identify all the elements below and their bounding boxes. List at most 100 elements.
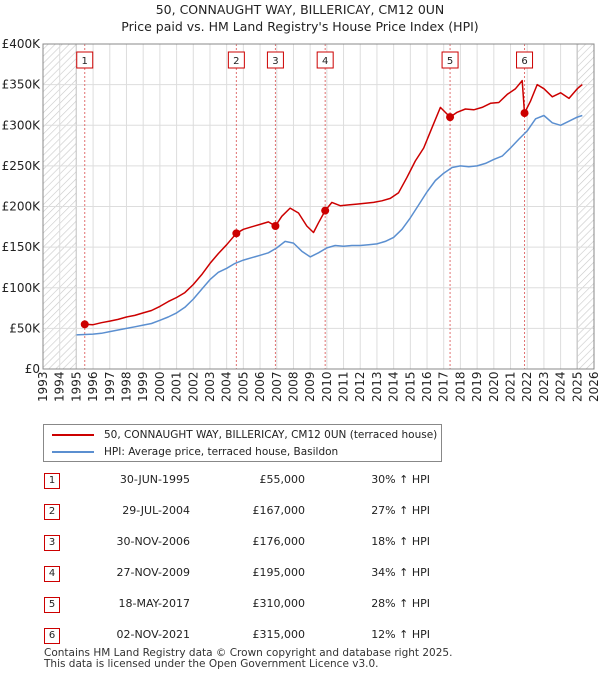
legend-label-property: 50, CONNAUGHT WAY, BILLERICAY, CM12 0UN …: [104, 429, 438, 441]
sale-number: 5: [44, 597, 60, 613]
x-tick-label: 1999: [136, 371, 150, 402]
x-tick-label: 2013: [370, 371, 384, 402]
sale-point: [232, 229, 241, 238]
x-tick-label: 2001: [170, 371, 184, 402]
sale-point: [80, 320, 89, 329]
sale-marker-label: 5: [447, 56, 453, 67]
sale-row: 1 30-JUN-1995 £55,000 30% ↑ HPI: [40, 470, 460, 490]
x-tick-label: 2005: [236, 371, 250, 402]
x-tick-label: 2004: [220, 371, 234, 402]
sale-number: 1: [44, 473, 60, 489]
x-tick-label: 2024: [554, 371, 568, 402]
sale-price: £310,000: [252, 597, 306, 610]
y-tick-label: £300K: [2, 118, 42, 132]
y-tick-label: £350K: [2, 78, 42, 92]
sale-marker-box: [441, 51, 459, 69]
sale-marker-box: [316, 51, 334, 69]
sale-point: [446, 113, 455, 122]
sale-date: 30-NOV-2006: [116, 535, 190, 548]
x-tick-label: 2012: [353, 371, 367, 402]
sale-date: 29-JUL-2004: [122, 504, 190, 517]
y-tick-label: £200K: [2, 200, 42, 214]
sale-marker-box: [76, 51, 94, 69]
legend-entry-hpi: HPI: Average price, terraced house, Basi…: [52, 444, 338, 460]
x-tick-label: 1995: [69, 371, 83, 402]
sale-hpi-diff: 12% ↑ HPI: [371, 628, 430, 641]
x-tick-label: 2025: [570, 371, 584, 402]
x-tick-label: 2015: [403, 371, 417, 402]
sale-marker-box: [516, 51, 534, 69]
x-tick-label: 2023: [537, 371, 551, 402]
legend-entry-property: 50, CONNAUGHT WAY, BILLERICAY, CM12 0UN …: [52, 427, 437, 443]
x-tick-label: 2002: [186, 371, 200, 402]
sale-point: [271, 222, 280, 230]
sale-marker-label: 6: [521, 56, 527, 67]
x-tick-label: 2019: [470, 371, 484, 402]
sale-date: 18-MAY-2017: [118, 597, 190, 610]
sale-date: 02-NOV-2021: [116, 628, 190, 641]
x-tick-label: 1993: [36, 371, 50, 402]
x-tick-label: 1996: [86, 371, 100, 402]
sale-price: £55,000: [259, 473, 306, 486]
sale-marker-box: [266, 51, 284, 69]
footer-licence: This data is licensed under the Open Gov…: [44, 658, 379, 670]
price-paid-line: [84, 79, 583, 326]
plot-frame: [42, 43, 595, 370]
sale-row: 6 02-NOV-2021 £315,000 12% ↑ HPI: [40, 625, 460, 645]
sale-marker-label: 1: [82, 56, 88, 67]
sale-number: 2: [44, 504, 60, 520]
x-tick-label: 2018: [453, 371, 467, 402]
sale-date: 27-NOV-2009: [116, 566, 190, 579]
x-tick-label: 2011: [337, 371, 351, 402]
x-tick-label: 2026: [587, 371, 600, 402]
sale-hpi-diff: 30% ↑ HPI: [371, 473, 430, 486]
sale-number: 3: [44, 535, 60, 551]
sale-hpi-diff: 18% ↑ HPI: [371, 535, 430, 548]
x-tick-label: 1998: [119, 371, 133, 402]
chart-legend: 50, CONNAUGHT WAY, BILLERICAY, CM12 0UN …: [43, 424, 442, 462]
sale-marker-label: 2: [233, 56, 239, 67]
sale-point: [321, 206, 330, 215]
legend-label-hpi: HPI: Average price, terraced house, Basi…: [104, 446, 339, 458]
hpi-line: [76, 114, 583, 336]
footer-copyright: Contains HM Land Registry data © Crown c…: [44, 647, 453, 659]
x-tick-label: 2003: [203, 371, 217, 402]
y-tick-label: £150K: [2, 240, 42, 254]
sale-hpi-diff: 27% ↑ HPI: [371, 504, 430, 517]
sale-hpi-diff: 34% ↑ HPI: [371, 566, 430, 579]
sale-number: 6: [44, 628, 60, 644]
x-tick-label: 1997: [103, 371, 117, 402]
y-tick-label: £0: [25, 362, 40, 376]
x-tick-label: 2017: [437, 371, 451, 402]
sale-marker-label: 4: [322, 56, 328, 67]
sale-row: 2 29-JUL-2004 £167,000 27% ↑ HPI: [40, 501, 460, 521]
x-tick-label: 2010: [320, 371, 334, 402]
x-tick-label: 2014: [387, 371, 401, 402]
x-tick-label: 2009: [303, 371, 317, 402]
sale-price: £167,000: [252, 504, 306, 517]
sale-row: 4 27-NOV-2009 £195,000 34% ↑ HPI: [40, 563, 460, 583]
x-tick-label: 2016: [420, 371, 434, 402]
sale-row: 3 30-NOV-2006 £176,000 18% ↑ HPI: [40, 532, 460, 552]
x-tick-label: 2021: [504, 371, 518, 402]
sale-number: 4: [44, 566, 60, 582]
sale-price: £195,000: [252, 566, 306, 579]
sale-hpi-diff: 28% ↑ HPI: [371, 597, 430, 610]
x-tick-label: 2000: [153, 371, 167, 402]
x-tick-label: 2020: [487, 371, 501, 402]
price-chart: 1 2 3 4 5 6 £0 £50K £100K £150K £200K £250K £300K £35…: [2, 37, 600, 402]
footer-note: Contains HM Land Registry data © Crown c…: [44, 648, 452, 670]
sale-marker-box: [227, 51, 245, 69]
legend-swatch-hpi: [52, 451, 94, 453]
sale-date: 30-JUN-1995: [119, 473, 190, 486]
y-tick-label: £400K: [2, 37, 42, 51]
sale-point: [520, 109, 529, 118]
sale-row: 5 18-MAY-2017 £310,000 28% ↑ HPI: [40, 594, 460, 614]
x-tick-label: 2006: [253, 371, 267, 402]
sale-marker-label: 3: [272, 56, 278, 67]
y-tick-label: £100K: [2, 281, 42, 295]
y-tick-label: £250K: [2, 159, 42, 173]
sale-price: £176,000: [252, 535, 306, 548]
x-tick-label: 2022: [520, 371, 534, 402]
x-tick-label: 2007: [270, 371, 284, 402]
